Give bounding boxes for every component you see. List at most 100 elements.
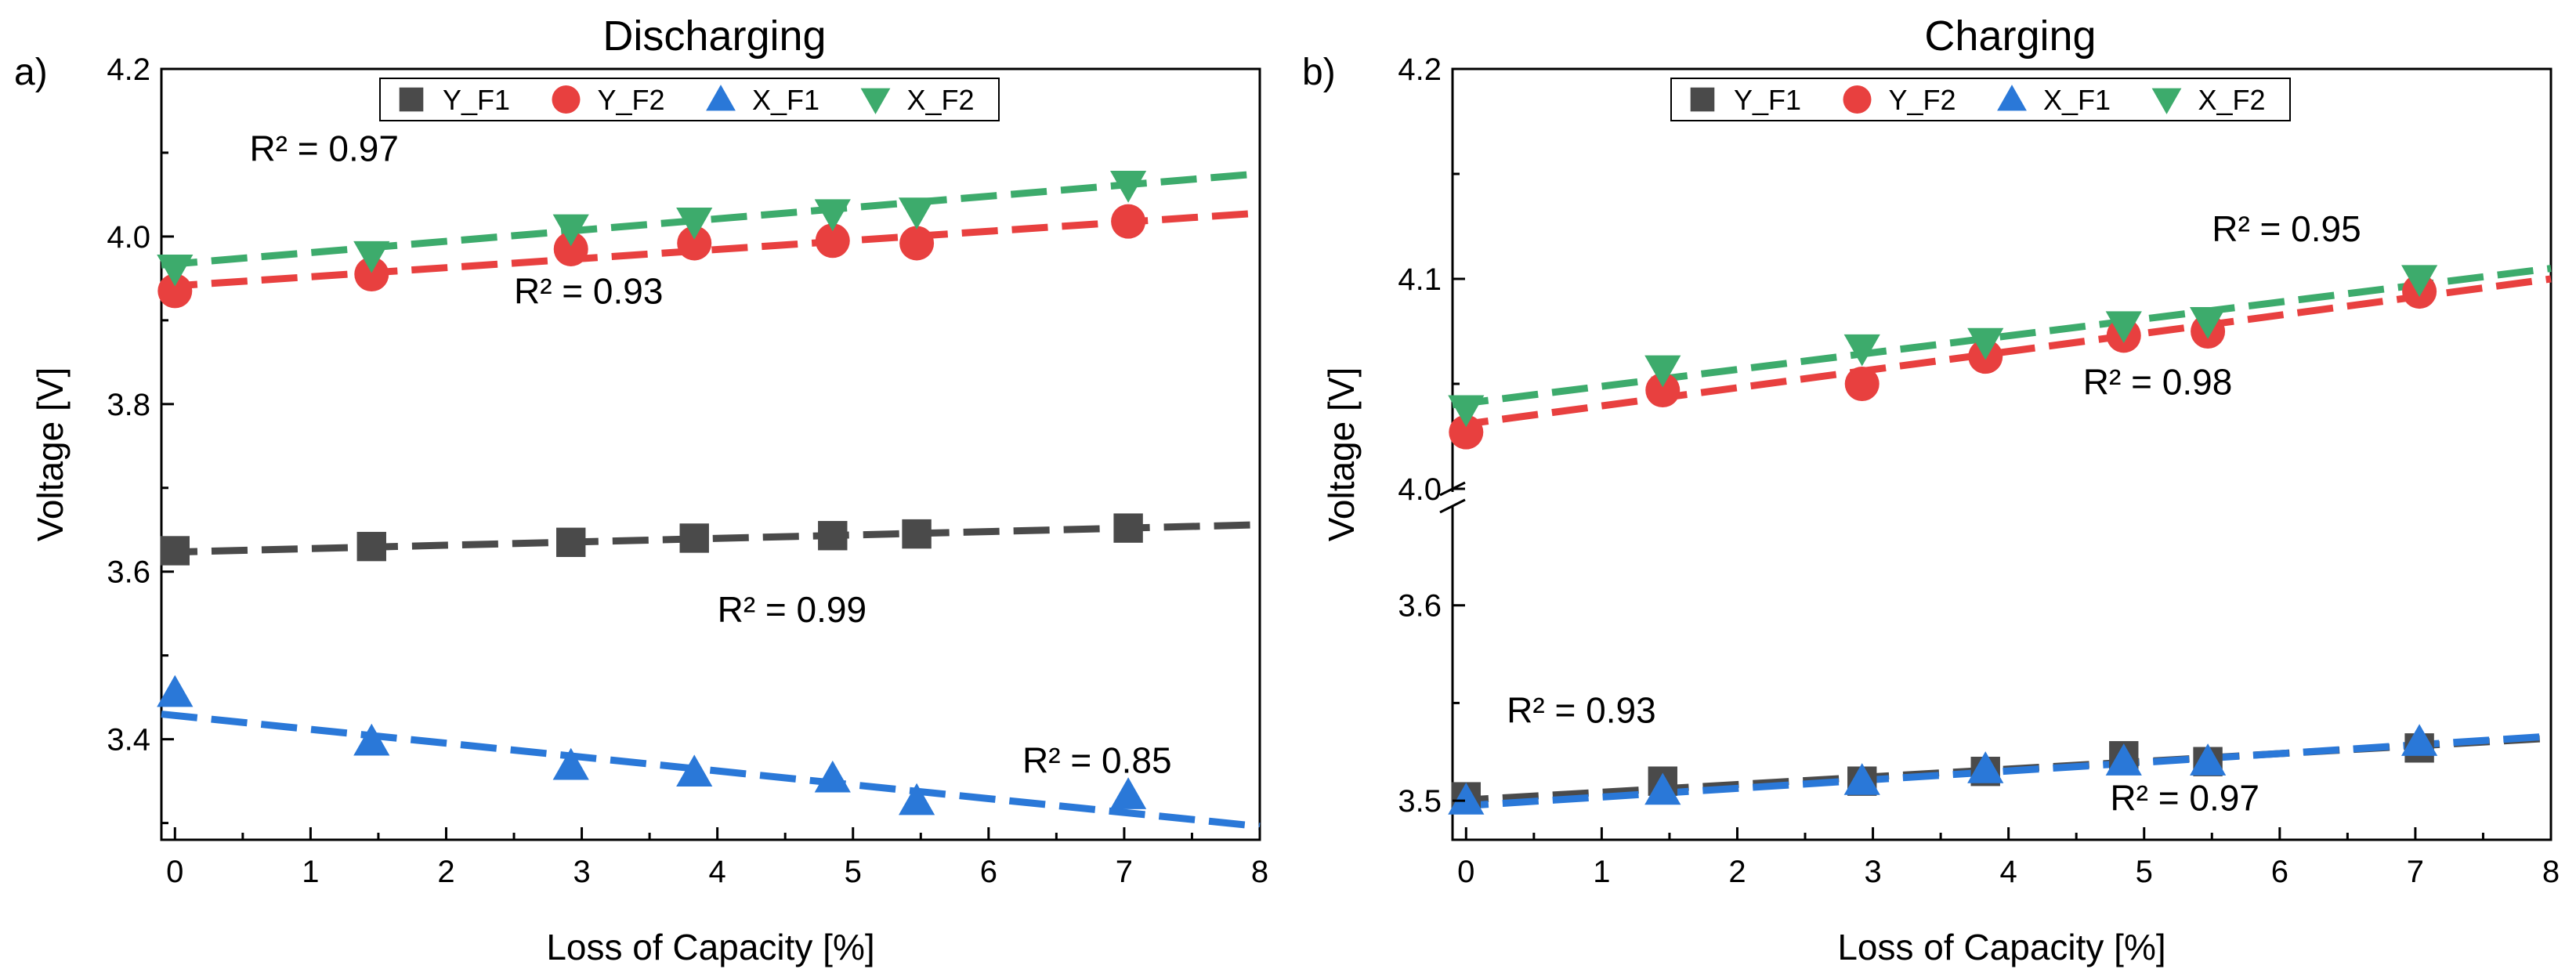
a-point-y_f2 — [157, 273, 193, 309]
b-r2-annotation: R² = 0.97 — [2110, 778, 2259, 819]
b-point-x_f2 — [1967, 327, 2004, 360]
a-fit-line-y_f2 — [161, 209, 1261, 291]
a-point-y_f1 — [902, 519, 932, 549]
panel-a-y-axis: 3.4 3.6 3.8 4.0 4.2 — [107, 52, 174, 825]
b-r2-annotation: R² = 0.98 — [2083, 361, 2233, 402]
b-point-x_f2 — [1843, 334, 1880, 367]
b-point-x_f2 — [2105, 311, 2142, 344]
b-x-tick-label: 3 — [1864, 855, 1881, 889]
a-point-x_f2 — [1110, 171, 1147, 203]
panel-a-label: a) — [14, 52, 48, 93]
panel-a-markers — [157, 171, 1147, 815]
a-r2-annotation: R² = 0.85 — [1022, 740, 1172, 780]
b-legend-marker-y_f2 — [1843, 85, 1872, 114]
panel-a-discharging: a) Discharging 0 1 2 3 4 5 6 7 8 3.4 3.6 3.8 4.0 4.2… — [14, 13, 1268, 967]
b-point-x_f1 — [1448, 783, 1485, 815]
a-legend-marker-x_f2 — [860, 88, 891, 114]
a-legend-box — [379, 78, 1000, 121]
b-y-tick-label: 3.6 — [1398, 589, 1442, 624]
b-legend-marker-x_f2 — [2151, 88, 2182, 114]
panel-a-title: Discharging — [602, 13, 826, 60]
a-fit-line-y_f1 — [161, 521, 1261, 556]
b-point-x_f1 — [2401, 724, 2438, 756]
b-y-tick-label: 4.1 — [1398, 262, 1442, 297]
b-fit-line-x_f1 — [1452, 732, 2552, 811]
panel-b-y-axis: 4.0 4.1 4.2 3.5 3.6 — [1398, 52, 1466, 819]
a-r2-annotation: R² = 0.93 — [514, 270, 664, 311]
a-point-y_f1 — [356, 531, 386, 562]
b-point-y_f2 — [1645, 373, 1681, 408]
a-fit-line-x_f2 — [161, 170, 1261, 269]
a-r2-annotation: R² = 0.97 — [249, 128, 399, 169]
a-legend-marker-y_f2 — [552, 85, 581, 114]
panel-b-title: Charging — [1924, 13, 2096, 60]
a-point-x_f1 — [353, 723, 390, 756]
a-point-x_f2 — [552, 214, 589, 247]
a-point-y_f1 — [556, 527, 586, 558]
b-fit-line-x_f2 — [1452, 265, 2552, 409]
b-legend-marker-y_f1 — [1690, 87, 1715, 112]
a-point-y_f2 — [899, 226, 935, 261]
a-legend-label-y_f2: Y_F2 — [598, 84, 665, 116]
a-legend-marker-y_f1 — [399, 87, 424, 112]
b-point-x_f2 — [2401, 265, 2438, 298]
panel-b-markers — [1448, 265, 2438, 815]
a-fit-line-x_f1 — [161, 711, 1261, 830]
panel-b-x-axis: 0 1 2 3 4 5 6 7 8 — [1457, 827, 2560, 889]
a-point-y_f2 — [553, 231, 588, 266]
panel-a-legend: Y_F1 Y_F2 X_F1 X_F2 — [379, 78, 1000, 121]
b-x-tick-label: 6 — [2271, 855, 2288, 889]
b-point-y_f2 — [1844, 367, 1880, 401]
panel-a-annotations: R² = 0.97 R² = 0.93 R² = 0.99 R² = 0.85 — [249, 128, 1171, 781]
b-y-tick-label: 4.2 — [1398, 52, 1442, 87]
b-y-tick-label: 4.0 — [1398, 472, 1442, 507]
a-point-x_f2 — [676, 208, 713, 240]
a-y-tick-label: 3.8 — [107, 388, 150, 422]
a-y-tick-label: 4.0 — [107, 220, 150, 255]
a-point-x_f2 — [157, 254, 194, 287]
b-legend-box — [1670, 78, 2291, 121]
b-r2-annotation: R² = 0.93 — [1507, 689, 1656, 730]
a-point-y_f1 — [1113, 513, 1143, 543]
a-legend-label-y_f1: Y_F1 — [443, 84, 510, 116]
b-legend-label-y_f1: Y_F1 — [1734, 84, 1801, 116]
b-x-tick-label: 7 — [2407, 855, 2424, 889]
b-r2-annotation: R² = 0.95 — [2212, 208, 2361, 249]
b-legend-label-y_f2: Y_F2 — [1889, 84, 1956, 116]
b-x-tick-label: 1 — [1593, 855, 1610, 889]
a-x-tick-label: 2 — [437, 855, 454, 889]
panel-a-xlabel: Loss of Capacity [%] — [546, 927, 874, 967]
a-legend-label-x_f2: X_F2 — [907, 84, 975, 116]
b-legend-label-x_f1: X_F1 — [2043, 84, 2111, 116]
panel-a-plot-frame — [160, 67, 1261, 841]
b-x-tick-label: 8 — [2542, 855, 2560, 889]
b-point-y_f2 — [1449, 414, 1484, 450]
a-x-tick-label: 7 — [1116, 855, 1133, 889]
a-legend-marker-x_f1 — [706, 85, 736, 111]
panel-b-ylabel: Voltage [V] — [1321, 367, 1362, 542]
a-x-tick-label: 3 — [573, 855, 590, 889]
b-legend-label-x_f2: X_F2 — [2198, 84, 2266, 116]
a-point-x_f1 — [552, 747, 589, 780]
b-legend-marker-x_f1 — [1997, 85, 2027, 111]
a-x-tick-label: 1 — [302, 855, 319, 889]
a-x-tick-label: 0 — [166, 855, 183, 889]
a-x-tick-label: 8 — [1251, 855, 1268, 889]
a-point-x_f2 — [814, 199, 851, 232]
b-x-tick-label: 2 — [1728, 855, 1746, 889]
b-x-tick-label: 4 — [2000, 855, 2017, 889]
a-point-x_f1 — [898, 783, 935, 815]
panel-b-plot-frame — [1451, 67, 2552, 841]
b-x-tick-label: 0 — [1457, 855, 1474, 889]
panel-b-charging: b) Charging 0 1 2 3 4 5 6 7 8 4.0 4.1 4.2 3.5 3.6 R²… — [1302, 13, 2560, 967]
a-point-y_f1 — [679, 523, 709, 553]
a-y-tick-label: 3.4 — [107, 723, 150, 758]
a-point-x_f2 — [353, 240, 390, 273]
b-point-x_f1 — [1967, 751, 2004, 783]
b-y-tick-label: 3.5 — [1398, 784, 1442, 819]
panel-b-label: b) — [1302, 52, 1336, 93]
b-x-tick-label: 5 — [2136, 855, 2153, 889]
b-point-x_f2 — [1448, 395, 1485, 428]
a-point-y_f1 — [160, 536, 190, 566]
